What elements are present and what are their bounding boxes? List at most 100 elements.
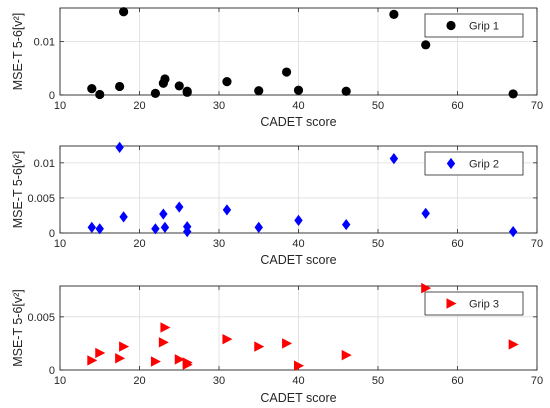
series-grip-3 xyxy=(87,282,519,371)
x-tick-label: 60 xyxy=(451,375,463,387)
x-tick-label: 50 xyxy=(372,375,384,387)
legend-marker xyxy=(446,157,456,170)
chart-panel-1: 10 20 30 40 50 60 70 0 0.01 CADET score MSE-T 5-6[… xyxy=(11,7,543,129)
x-tick-label: 40 xyxy=(292,100,304,112)
x-tick-label: 20 xyxy=(133,238,145,250)
data-point xyxy=(421,40,431,50)
legend: Grip 2 xyxy=(424,151,524,176)
data-point xyxy=(294,214,303,226)
data-point xyxy=(175,201,184,213)
legend-box xyxy=(424,151,524,176)
x-tick-label: 20 xyxy=(133,375,145,387)
data-point xyxy=(294,360,304,371)
y-tick-label: 0.01 xyxy=(34,158,55,170)
data-point xyxy=(182,87,192,97)
legend-label: Grip 3 xyxy=(469,299,499,311)
y-axis-label: MSE-T 5-6[v²] xyxy=(11,151,25,229)
data-point xyxy=(174,81,184,91)
data-point xyxy=(159,208,168,220)
legend-box xyxy=(424,291,524,316)
series-grip-2 xyxy=(87,141,518,238)
chart-panel-3: 10 20 30 40 50 60 70 0 0.005 CADET score MSE-T 5-6… xyxy=(11,282,543,405)
x-tick-label: 40 xyxy=(292,238,304,250)
data-point xyxy=(115,353,126,364)
data-point xyxy=(151,223,160,235)
data-point xyxy=(95,89,105,100)
x-tick-label: 30 xyxy=(213,375,225,387)
x-tick-label: 10 xyxy=(54,100,66,112)
chart-panel-2: 10 20 30 40 50 60 70 0 0.005 0.01 CADET score MSE-T… xyxy=(11,141,543,267)
data-point xyxy=(341,86,351,96)
y-tick-label: 0.005 xyxy=(27,193,55,205)
data-point xyxy=(119,7,129,17)
x-tick-label: 70 xyxy=(531,238,543,250)
x-tick-label: 20 xyxy=(133,100,145,112)
y-tick-label: 0 xyxy=(49,365,55,377)
data-point xyxy=(87,83,97,94)
x-tick-label: 50 xyxy=(372,238,384,250)
data-point xyxy=(508,339,519,350)
legend: Grip 3 xyxy=(424,291,524,316)
data-point xyxy=(293,85,304,95)
y-tick-label: 0 xyxy=(49,228,55,240)
data-point xyxy=(389,153,399,165)
data-point xyxy=(222,204,232,216)
data-point xyxy=(254,221,263,233)
x-tick-label: 30 xyxy=(213,100,225,112)
data-point xyxy=(95,223,104,235)
data-point xyxy=(254,86,264,96)
data-point xyxy=(508,225,518,238)
x-axis-label: CADET score xyxy=(260,391,336,405)
data-point xyxy=(115,81,125,92)
data-point xyxy=(150,88,160,98)
series-grip-1 xyxy=(87,7,518,100)
data-point xyxy=(389,9,399,20)
data-point xyxy=(282,338,293,349)
data-point xyxy=(281,67,292,77)
data-point xyxy=(119,211,128,223)
legend-label: Grip 2 xyxy=(469,159,499,171)
data-point xyxy=(183,225,192,238)
x-tick-label: 30 xyxy=(213,238,225,250)
data-point xyxy=(421,207,430,219)
data-point xyxy=(119,341,130,352)
data-point xyxy=(95,347,106,359)
data-point xyxy=(150,356,161,367)
data-point xyxy=(87,355,98,366)
data-point xyxy=(174,354,185,365)
data-point xyxy=(254,341,265,352)
legend-marker xyxy=(446,298,457,309)
legend-marker xyxy=(446,20,456,31)
data-point xyxy=(341,349,352,361)
legend: Grip 1 xyxy=(424,13,524,38)
data-point xyxy=(508,89,518,99)
x-axis-label: CADET score xyxy=(260,253,336,267)
data-point xyxy=(182,359,193,370)
data-point xyxy=(87,221,96,233)
y-tick-label: 0 xyxy=(49,90,55,102)
x-tick-label: 10 xyxy=(54,238,66,250)
data-point xyxy=(421,282,432,294)
data-point xyxy=(115,141,124,154)
x-tick-label: 70 xyxy=(531,100,543,112)
data-point xyxy=(222,333,233,345)
x-tick-label: 70 xyxy=(531,375,543,387)
y-axis-label: MSE-T 5-6[v²] xyxy=(11,13,25,91)
y-tick-label: 0.01 xyxy=(34,37,55,49)
data-point xyxy=(160,221,170,233)
legend-box xyxy=(424,13,524,38)
x-axis-label: CADET score xyxy=(260,115,336,129)
x-tick-label: 60 xyxy=(451,100,463,112)
x-tick-label: 50 xyxy=(372,100,384,112)
x-tick-label: 10 xyxy=(54,375,66,387)
data-point xyxy=(158,337,169,348)
data-point xyxy=(160,74,170,84)
data-point xyxy=(160,322,171,333)
y-tick-label: 0.005 xyxy=(27,312,55,324)
data-point xyxy=(342,218,351,231)
x-tick-label: 60 xyxy=(451,238,463,250)
legend-label: Grip 1 xyxy=(469,21,499,33)
x-tick-label: 40 xyxy=(292,375,304,387)
y-axis-label: MSE-T 5-6[v²] xyxy=(11,289,25,367)
